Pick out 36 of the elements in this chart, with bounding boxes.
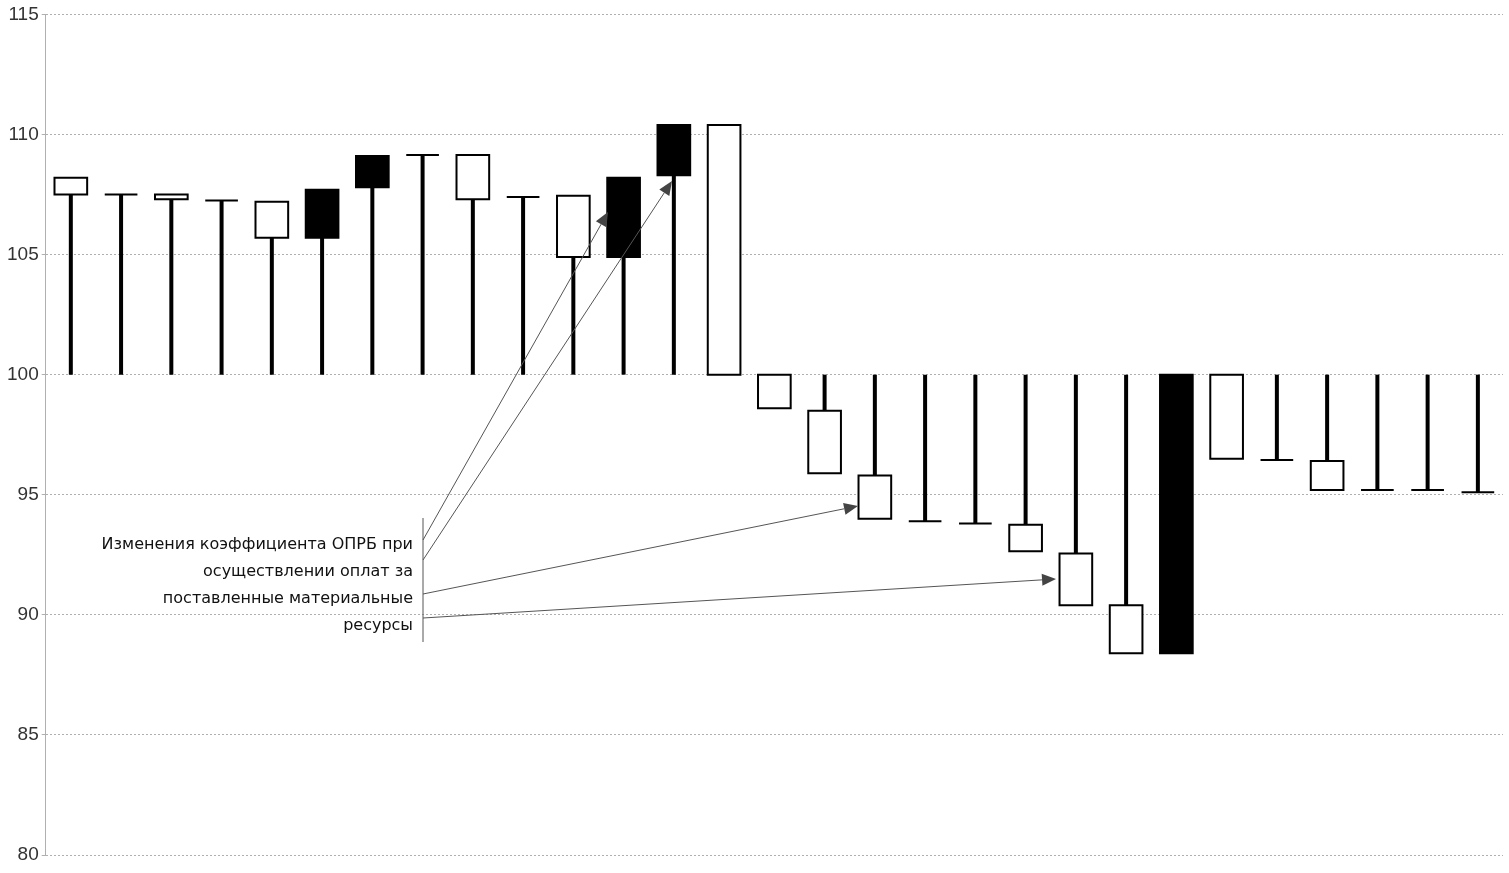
candlestick [907,374,943,523]
y-tick-label: 115 [8,2,39,24]
candlestick [1309,374,1345,491]
candlestick [355,155,390,375]
candlestick [958,374,993,525]
candlestick [656,123,692,375]
annotation: Изменения коэффициента ОПРБ при осуществлении оплат за поставленные материальные ресурсы [100,533,413,636]
candlestick [1108,374,1144,655]
candlestick [1209,373,1244,460]
candlestick [405,153,440,375]
candlestick [1360,374,1395,491]
y-tick-label: 100 [7,362,39,384]
y-tick-label: 105 [7,242,39,264]
candlestick [204,199,239,375]
y-tick-label: 95 [17,482,39,504]
candlestick [455,153,491,375]
y-tick-label: 110 [8,122,39,144]
candlestick [1410,374,1445,491]
candlestick [1058,374,1094,607]
candlestick [254,200,290,375]
candlestick [1159,373,1194,655]
candlestick [1460,374,1496,494]
y-tick-label: 80 [17,843,39,865]
candlestick [103,193,139,375]
y-tick-label: 85 [17,723,39,745]
candlestick [1259,374,1295,461]
candlestick [505,195,541,375]
candlestick [1008,374,1043,553]
candlestick [757,373,792,410]
candlestick [706,123,742,376]
candlestick [556,194,591,375]
candlestick [304,188,340,375]
candlestick [807,374,842,475]
candlestick [53,176,89,375]
y-tick-label: 90 [17,603,39,625]
candlestick [154,193,189,375]
